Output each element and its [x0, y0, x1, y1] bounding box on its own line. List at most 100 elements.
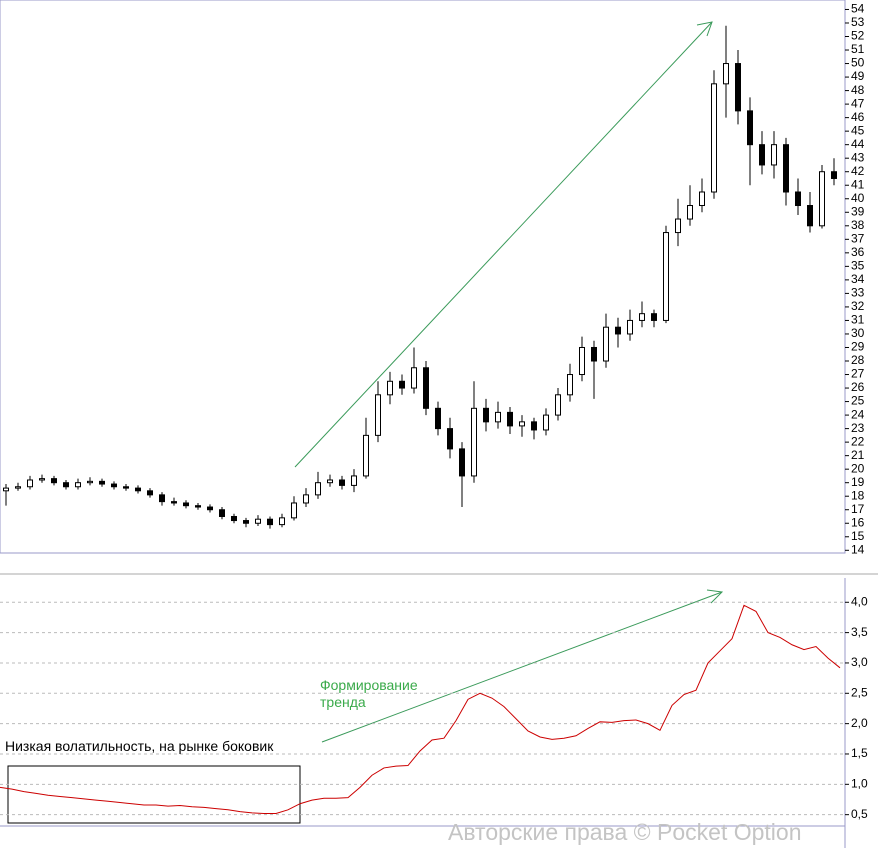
candle-body — [663, 232, 669, 321]
y-tick-label: 3,0 — [851, 655, 868, 669]
y-tick-label: 21 — [851, 448, 865, 462]
candle-body — [675, 218, 681, 234]
candle-body — [135, 487, 141, 492]
y-tick-label: 34 — [851, 272, 865, 286]
y-tick-label: 33 — [851, 286, 865, 300]
candle-body — [123, 486, 129, 489]
candle-body — [75, 482, 81, 488]
candle-body — [615, 326, 621, 335]
candle-body — [99, 480, 105, 485]
y-tick-label: 14 — [851, 542, 865, 556]
y-tick-label: 17 — [851, 502, 865, 516]
candle-body — [147, 490, 153, 496]
y-tick-label: 39 — [851, 204, 865, 218]
y-tick-label: 1,5 — [851, 746, 868, 760]
candle-body — [771, 144, 777, 166]
candle-body — [459, 448, 465, 477]
y-tick-label: 3,5 — [851, 625, 868, 639]
candle-body — [195, 505, 201, 508]
candle-body — [351, 475, 357, 486]
y-tick-label: 32 — [851, 299, 865, 313]
candle-body — [447, 428, 453, 450]
y-tick-label: 26 — [851, 380, 865, 394]
candle-body — [63, 482, 69, 488]
candle-body — [171, 501, 177, 504]
candle-body — [783, 144, 789, 193]
candle-body — [627, 319, 633, 335]
candle-body — [231, 515, 237, 522]
candle-body — [387, 380, 393, 396]
y-tick-label: 31 — [851, 313, 865, 327]
trend-arrow-head — [696, 21, 713, 37]
candle-body — [207, 506, 213, 511]
candle-body — [303, 494, 309, 504]
watermark: Авторские права © Pocket Option — [448, 819, 802, 845]
y-tick-label: 37 — [851, 231, 865, 245]
candle-body — [567, 374, 573, 396]
y-tick-label: 36 — [851, 245, 865, 259]
candle-body — [27, 479, 33, 488]
y-tick-label: 2,5 — [851, 685, 868, 699]
candle-body — [339, 479, 345, 486]
candle-body — [807, 205, 813, 227]
y-tick-label: 0,5 — [851, 807, 868, 821]
y-tick-label: 51 — [851, 42, 865, 56]
trend-annotation: Формирование тренда — [320, 677, 418, 710]
y-tick-label: 22 — [851, 434, 865, 448]
candle-body — [699, 191, 705, 207]
candle-body — [483, 407, 489, 423]
y-tick-label: 23 — [851, 421, 865, 435]
candle-body — [243, 520, 249, 524]
candle-body — [39, 478, 45, 481]
sideways-box — [7, 765, 301, 824]
trend-arrow — [294, 21, 713, 468]
candle-body — [495, 411, 501, 423]
candle-body — [183, 502, 189, 507]
candle-body — [51, 478, 57, 484]
candle-body — [603, 326, 609, 362]
y-tick-label: 53 — [851, 15, 865, 29]
trend-arrow-head — [706, 589, 724, 604]
y-tick-label: 27 — [851, 367, 865, 381]
candle-body — [579, 346, 585, 376]
y-tick-label: 42 — [851, 164, 865, 178]
candle-body — [399, 380, 405, 389]
y-tick-label: 49 — [851, 69, 865, 83]
candle-body — [507, 411, 513, 427]
trend-arrow — [321, 591, 723, 743]
y-tick-label: 45 — [851, 123, 865, 137]
y-tick-label: 38 — [851, 218, 865, 232]
y-tick-label: 52 — [851, 29, 865, 43]
candle-body — [759, 144, 765, 166]
candle-body — [159, 494, 165, 503]
candle-body — [87, 480, 93, 484]
candle-body — [327, 479, 333, 484]
y-tick-label: 46 — [851, 110, 865, 124]
y-tick-label: 19 — [851, 475, 865, 489]
y-tick-label: 24 — [851, 407, 865, 421]
candle-body — [687, 205, 693, 220]
y-tick-label: 4,0 — [851, 594, 868, 608]
candle-body — [747, 110, 753, 146]
y-tick-label: 50 — [851, 56, 865, 70]
candle-body — [411, 367, 417, 389]
y-tick-label: 1,0 — [851, 776, 868, 790]
y-tick-label: 29 — [851, 340, 865, 354]
y-tick-label: 44 — [851, 137, 865, 151]
volatility-annotation: Низкая волатильность, на рынке боковик — [5, 738, 274, 754]
candle-body — [531, 421, 537, 431]
candle-body — [3, 487, 9, 492]
candle-body — [471, 407, 477, 477]
y-tick-label: 16 — [851, 515, 865, 529]
candle-body — [363, 434, 369, 477]
candle-body — [795, 191, 801, 207]
candle-body — [639, 313, 645, 321]
candle-body — [831, 171, 837, 179]
candle-body — [591, 346, 597, 362]
y-tick-label: 2,0 — [851, 716, 868, 730]
candle-body — [543, 414, 549, 431]
y-tick-label: 30 — [851, 326, 865, 340]
candle-body — [819, 171, 825, 227]
